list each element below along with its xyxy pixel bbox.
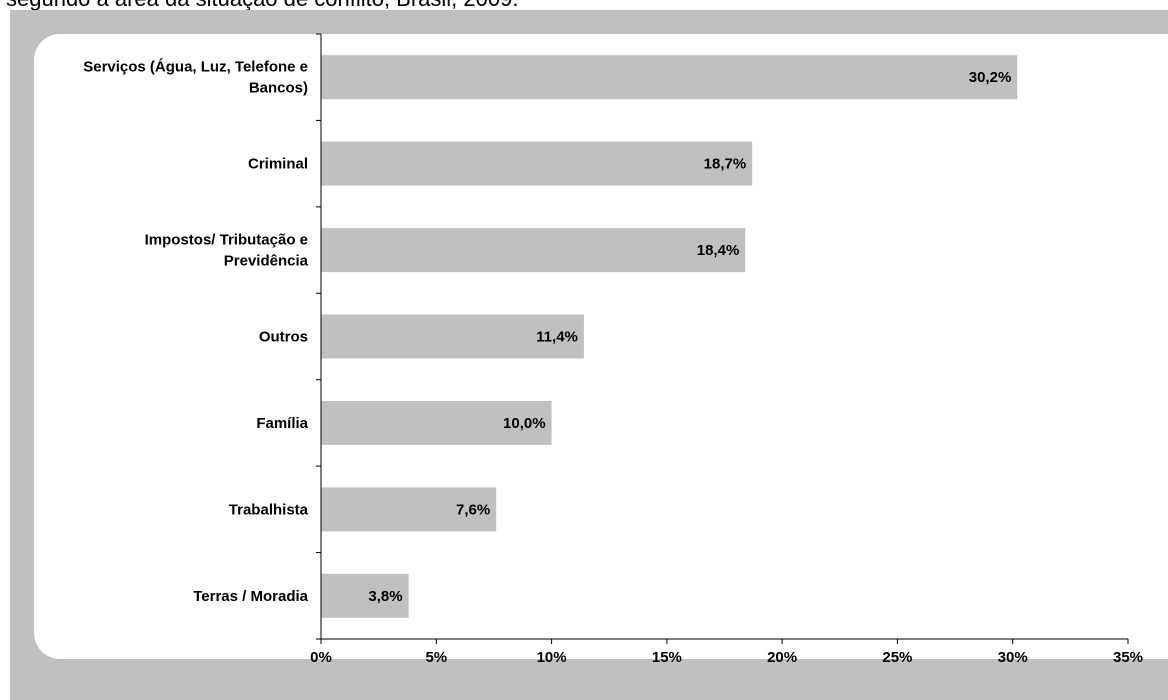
- axis-layer: [316, 33, 1129, 644]
- bar-2: [321, 228, 746, 273]
- category-label-line: Previdência: [224, 253, 309, 270]
- category-label-0: Serviços (Água, Luz, Telefone e Bancos): [83, 59, 308, 97]
- category-label-5: Trabalhista: [229, 501, 309, 518]
- category-label-line: Trabalhista: [229, 501, 309, 518]
- category-label-line: Terras / Moradia: [193, 588, 308, 605]
- x-tick-label-0: 0%: [310, 649, 332, 666]
- value-label-1: 18,7%: [704, 156, 747, 173]
- bar-5: [321, 487, 497, 532]
- bar-3: [321, 314, 584, 359]
- category-label-3: Outros: [259, 329, 308, 346]
- value-label-3: 11,4%: [536, 329, 578, 346]
- x-tick-label-4: 20%: [767, 649, 797, 666]
- x-tick-label-7: 35%: [1113, 649, 1143, 666]
- bars-layer: [321, 55, 1018, 618]
- bar-6: [321, 573, 409, 618]
- bar-0: [321, 55, 1018, 100]
- value-label-4: 10,0%: [503, 415, 546, 432]
- value-label-2: 18,4%: [697, 242, 740, 259]
- plot-panel: [34, 34, 1168, 659]
- value-label-5: 7,6%: [456, 501, 490, 518]
- chart-caption: segundo a área da situação de conflito, …: [6, 0, 518, 12]
- category-label-2: Impostos/ Tributação e Previdência: [145, 232, 309, 270]
- labels-layer: 30,2% Serviços (Água, Luz, Telefone e Banc…: [83, 59, 1143, 666]
- value-label-0: 30,2%: [969, 69, 1012, 86]
- category-label-line: Família: [256, 415, 308, 432]
- category-label-line: Criminal: [248, 156, 308, 173]
- bar-4: [321, 400, 552, 445]
- category-label-1: Criminal: [248, 156, 308, 173]
- bar-1: [321, 141, 753, 186]
- category-label-4: Família: [256, 415, 308, 432]
- category-label-6: Terras / Moradia: [193, 588, 308, 605]
- x-tick-label-1: 5%: [425, 649, 447, 666]
- x-tick-label-5: 25%: [882, 649, 912, 666]
- x-tick-label-3: 15%: [652, 649, 682, 666]
- category-label-line: Outros: [259, 329, 308, 346]
- value-label-6: 3,8%: [368, 588, 402, 605]
- category-label-line: Serviços (Água, Luz, Telefone e: [83, 59, 308, 76]
- category-label-line: Impostos/ Tributação e: [145, 232, 308, 249]
- x-tick-label-2: 10%: [537, 649, 567, 666]
- category-label-line: Bancos): [249, 80, 308, 97]
- x-tick-label-6: 30%: [998, 649, 1028, 666]
